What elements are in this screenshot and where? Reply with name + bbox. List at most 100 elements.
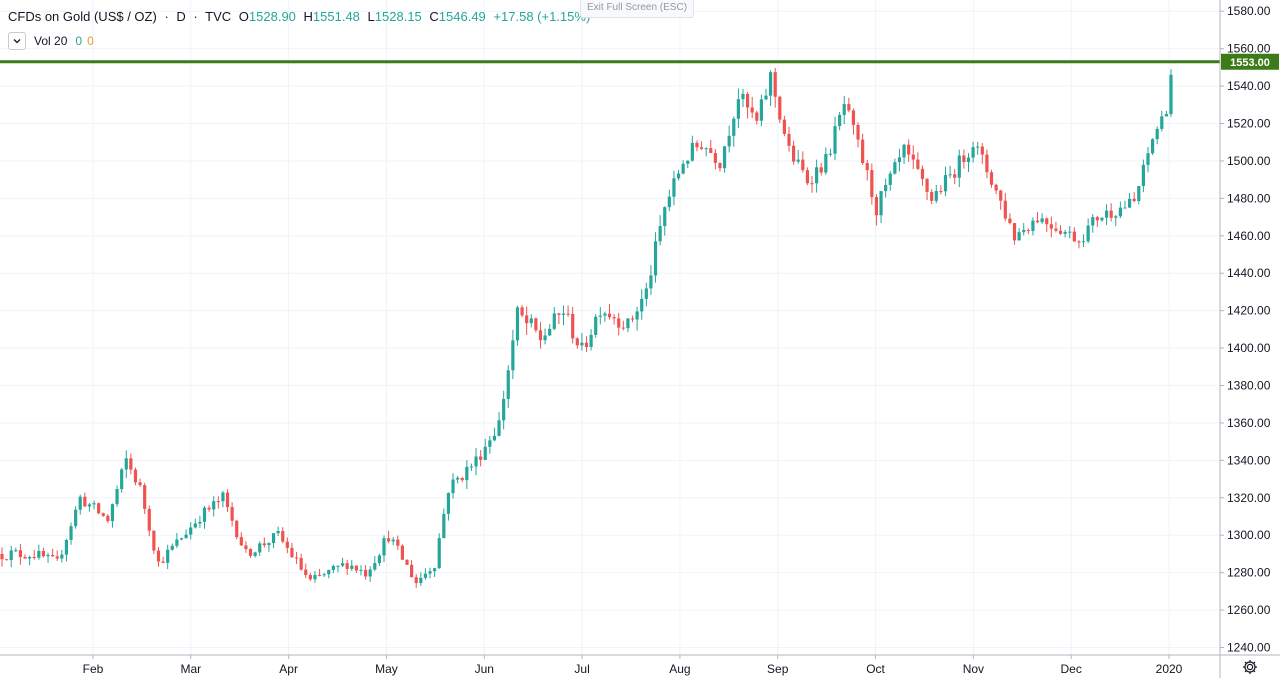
candle-body: [934, 191, 938, 201]
candle-body: [276, 531, 280, 534]
candle-body: [994, 184, 998, 191]
price-level-label: 1553.00: [1230, 57, 1270, 69]
price-tick-label: 1540.00: [1227, 79, 1271, 93]
candle-body: [92, 503, 96, 505]
candle-body: [327, 570, 331, 575]
candle-body: [663, 207, 667, 227]
candle-body: [69, 526, 73, 540]
candle-body: [534, 318, 538, 331]
candle-body: [373, 563, 377, 570]
price-tick-label: 1400.00: [1227, 341, 1271, 355]
candle-body: [1100, 217, 1104, 221]
candle-body: [824, 153, 828, 173]
high-value: 1551.48: [312, 9, 360, 24]
candle-body: [1081, 241, 1086, 243]
candle-body: [911, 154, 915, 160]
candle-body: [667, 196, 671, 208]
candle-body: [953, 174, 957, 178]
price-level-line[interactable]: 1553.00: [0, 53, 1279, 70]
close-label: C: [429, 9, 439, 24]
candle-body: [690, 142, 694, 161]
candle-body: [460, 477, 464, 481]
candle-body: [907, 144, 911, 155]
candle-body: [713, 152, 717, 163]
candle-body: [308, 574, 312, 580]
candle-body: [598, 315, 602, 317]
candle-body: [368, 569, 372, 577]
exit-fullscreen-button[interactable]: Exit Full Screen (ESC): [580, 0, 695, 18]
volume-label[interactable]: Vol 20: [34, 34, 68, 48]
candle-body: [1003, 200, 1007, 219]
candle-body: [446, 493, 451, 514]
candle-body: [943, 175, 948, 192]
candle-body: [124, 458, 128, 470]
volume-collapse-button[interactable]: [8, 32, 26, 50]
candle-body: [129, 458, 133, 470]
volume-value: 0: [75, 34, 83, 48]
candle-body: [101, 513, 105, 516]
candle-body: [962, 155, 966, 163]
candle-body: [138, 482, 142, 486]
symbol-title[interactable]: CFDs on Gold (US$ / OZ): [8, 9, 157, 24]
candle-body: [1137, 186, 1141, 201]
candle-body: [248, 549, 253, 556]
price-tick-label: 1320.00: [1227, 491, 1271, 505]
candle-body: [28, 557, 32, 559]
low-value: 1528.15: [374, 9, 422, 24]
candle-body: [787, 133, 791, 146]
candle-body: [695, 142, 699, 148]
candle-body: [299, 557, 303, 570]
candle-body: [902, 144, 906, 158]
candle-body: [916, 159, 920, 169]
candle-body: [764, 95, 768, 100]
candle-body: [1123, 207, 1127, 209]
time-tick-label: Nov: [963, 662, 984, 676]
candle-body: [773, 72, 777, 97]
candle-body: [492, 435, 497, 441]
exchange-label: TVC: [205, 9, 232, 24]
candle-body: [584, 342, 589, 347]
candle-body: [285, 541, 289, 548]
interval-label[interactable]: D: [176, 9, 186, 24]
candle-body: [782, 119, 787, 134]
candle-body: [451, 479, 455, 494]
candle-body: [106, 515, 110, 522]
candle-body: [202, 507, 207, 522]
candle-body: [497, 420, 501, 436]
candle-body: [828, 153, 833, 155]
candle-body: [1132, 198, 1136, 201]
time-tick-label: Jul: [574, 662, 589, 676]
time-tick-label: Mar: [180, 662, 201, 676]
time-axis[interactable]: Feb Mar Apr May Jun Jul Aug Sep Oct Nov Dec 2020: [0, 654, 1280, 676]
change-value: +17.58 (+1.15%): [493, 9, 591, 24]
price-tick-label: 1460.00: [1227, 229, 1271, 243]
candle-body: [304, 569, 308, 575]
candle-body: [271, 533, 276, 544]
gear-icon[interactable]: [1241, 658, 1259, 676]
candle-body: [538, 330, 543, 341]
candle-body: [626, 318, 630, 329]
candle-body: [976, 146, 980, 148]
candle-body: [594, 316, 598, 335]
candle-body: [1160, 116, 1164, 129]
candle-body: [1155, 128, 1159, 140]
candle-body: [548, 328, 552, 336]
candle-body: [161, 561, 165, 563]
candle-body: [741, 93, 745, 100]
candle-body: [1072, 231, 1076, 242]
price-axis[interactable]: 1240.00 1260.00 1280.00 1300.00 1320.00 1340.…: [1219, 0, 1271, 678]
candle-body: [437, 538, 441, 569]
candle-body: [175, 539, 179, 546]
candle-body: [838, 114, 842, 127]
ohlc-high: H1551.48: [304, 9, 360, 24]
candle-body: [37, 550, 41, 558]
candle-body: [64, 539, 69, 555]
candle-body: [842, 104, 846, 115]
candle-body: [354, 565, 358, 571]
candle-body: [1022, 230, 1026, 233]
time-tick-label: May: [375, 662, 398, 676]
legend-separator: ·: [193, 9, 198, 24]
candle-body: [617, 318, 621, 328]
candle-body: [230, 507, 234, 521]
